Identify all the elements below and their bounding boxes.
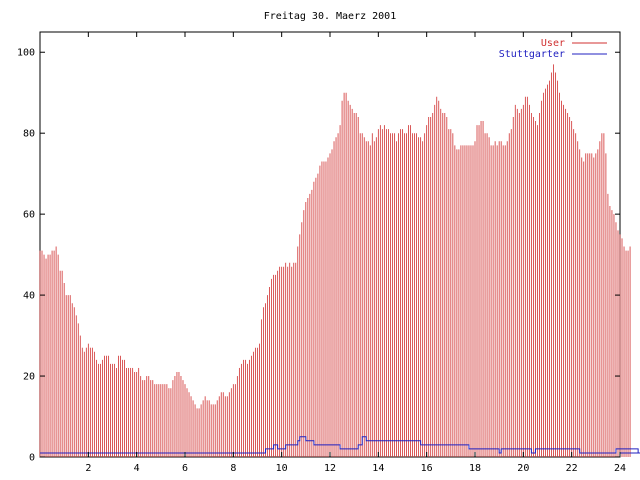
y-tick-label: 40 (23, 291, 35, 302)
x-tick-label: 8 (230, 463, 236, 474)
y-tick-label: 100 (17, 48, 35, 59)
series-user (39, 64, 631, 457)
y-tick-label: 0 (29, 453, 35, 464)
x-tick-label: 18 (469, 463, 481, 474)
x-tick-label: 6 (182, 463, 188, 474)
x-tick-label: 16 (421, 463, 433, 474)
x-tick-label: 2 (85, 463, 91, 474)
y-tick-label: 80 (23, 129, 35, 140)
x-tick-label: 10 (276, 463, 288, 474)
y-tick-label: 20 (23, 372, 35, 383)
chart-title: Freitag 30. Maerz 2001 (264, 11, 396, 22)
x-tick-label: 4 (134, 463, 140, 474)
x-tick-label: 22 (566, 463, 578, 474)
x-tick-label: 14 (372, 463, 384, 474)
y-axis: 0 20 40 60 80 100 (17, 48, 620, 464)
legend-label: User (541, 38, 565, 49)
x-tick-label: 12 (324, 463, 336, 474)
y-tick-label: 60 (23, 210, 35, 221)
x-axis: 2 4 6 8 10 12 14 16 18 20 22 24 (85, 32, 626, 474)
series-stuttgarter (40, 436, 640, 454)
x-tick-label: 20 (517, 463, 529, 474)
stuttgarter-line (40, 436, 640, 454)
x-tick-label: 24 (614, 463, 626, 474)
legend-label: Stuttgarter (499, 49, 565, 60)
